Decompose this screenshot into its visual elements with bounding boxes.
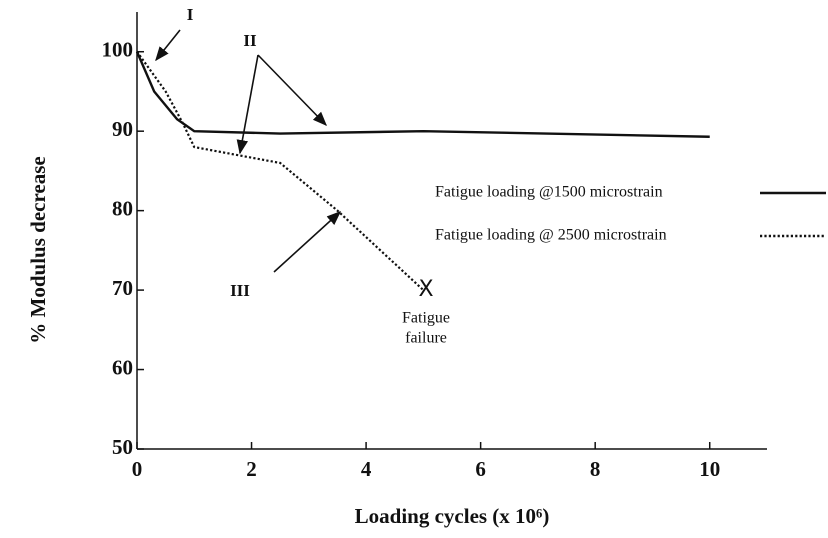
annotation: I xyxy=(187,5,194,24)
x-tick-label: 4 xyxy=(361,457,372,481)
x-tick-label: 2 xyxy=(246,457,257,481)
x-tick-label: 10 xyxy=(699,457,720,481)
annotation: III xyxy=(230,281,250,300)
x-tick-label: 8 xyxy=(590,457,601,481)
annotation-arrows xyxy=(155,29,342,273)
annotation: Fatigue xyxy=(402,310,450,327)
legend-label: Fatigue loading @1500 microstrain xyxy=(435,184,663,201)
annotation: X xyxy=(418,277,433,302)
y-tick-label: 50 xyxy=(112,435,133,459)
series-line xyxy=(136,51,425,291)
annotation: failure xyxy=(405,330,447,347)
x-axis-label: Loading cycles (x 10⁶) xyxy=(355,504,550,528)
y-tick-label: 90 xyxy=(112,117,133,141)
y-axis-label: % Modulus decrease xyxy=(26,156,50,343)
annotation: II xyxy=(243,31,257,50)
y-tick-label: 70 xyxy=(112,276,133,300)
y-tick-label: 60 xyxy=(112,355,133,379)
x-tick-label: 0 xyxy=(132,457,143,481)
y-tick-label: 80 xyxy=(112,196,133,220)
legend-label: Fatigue loading @ 2500 microstrain xyxy=(435,227,667,244)
series-line xyxy=(135,51,710,138)
y-tick-label: 100 xyxy=(102,38,134,62)
x-tick-label: 6 xyxy=(475,457,486,481)
